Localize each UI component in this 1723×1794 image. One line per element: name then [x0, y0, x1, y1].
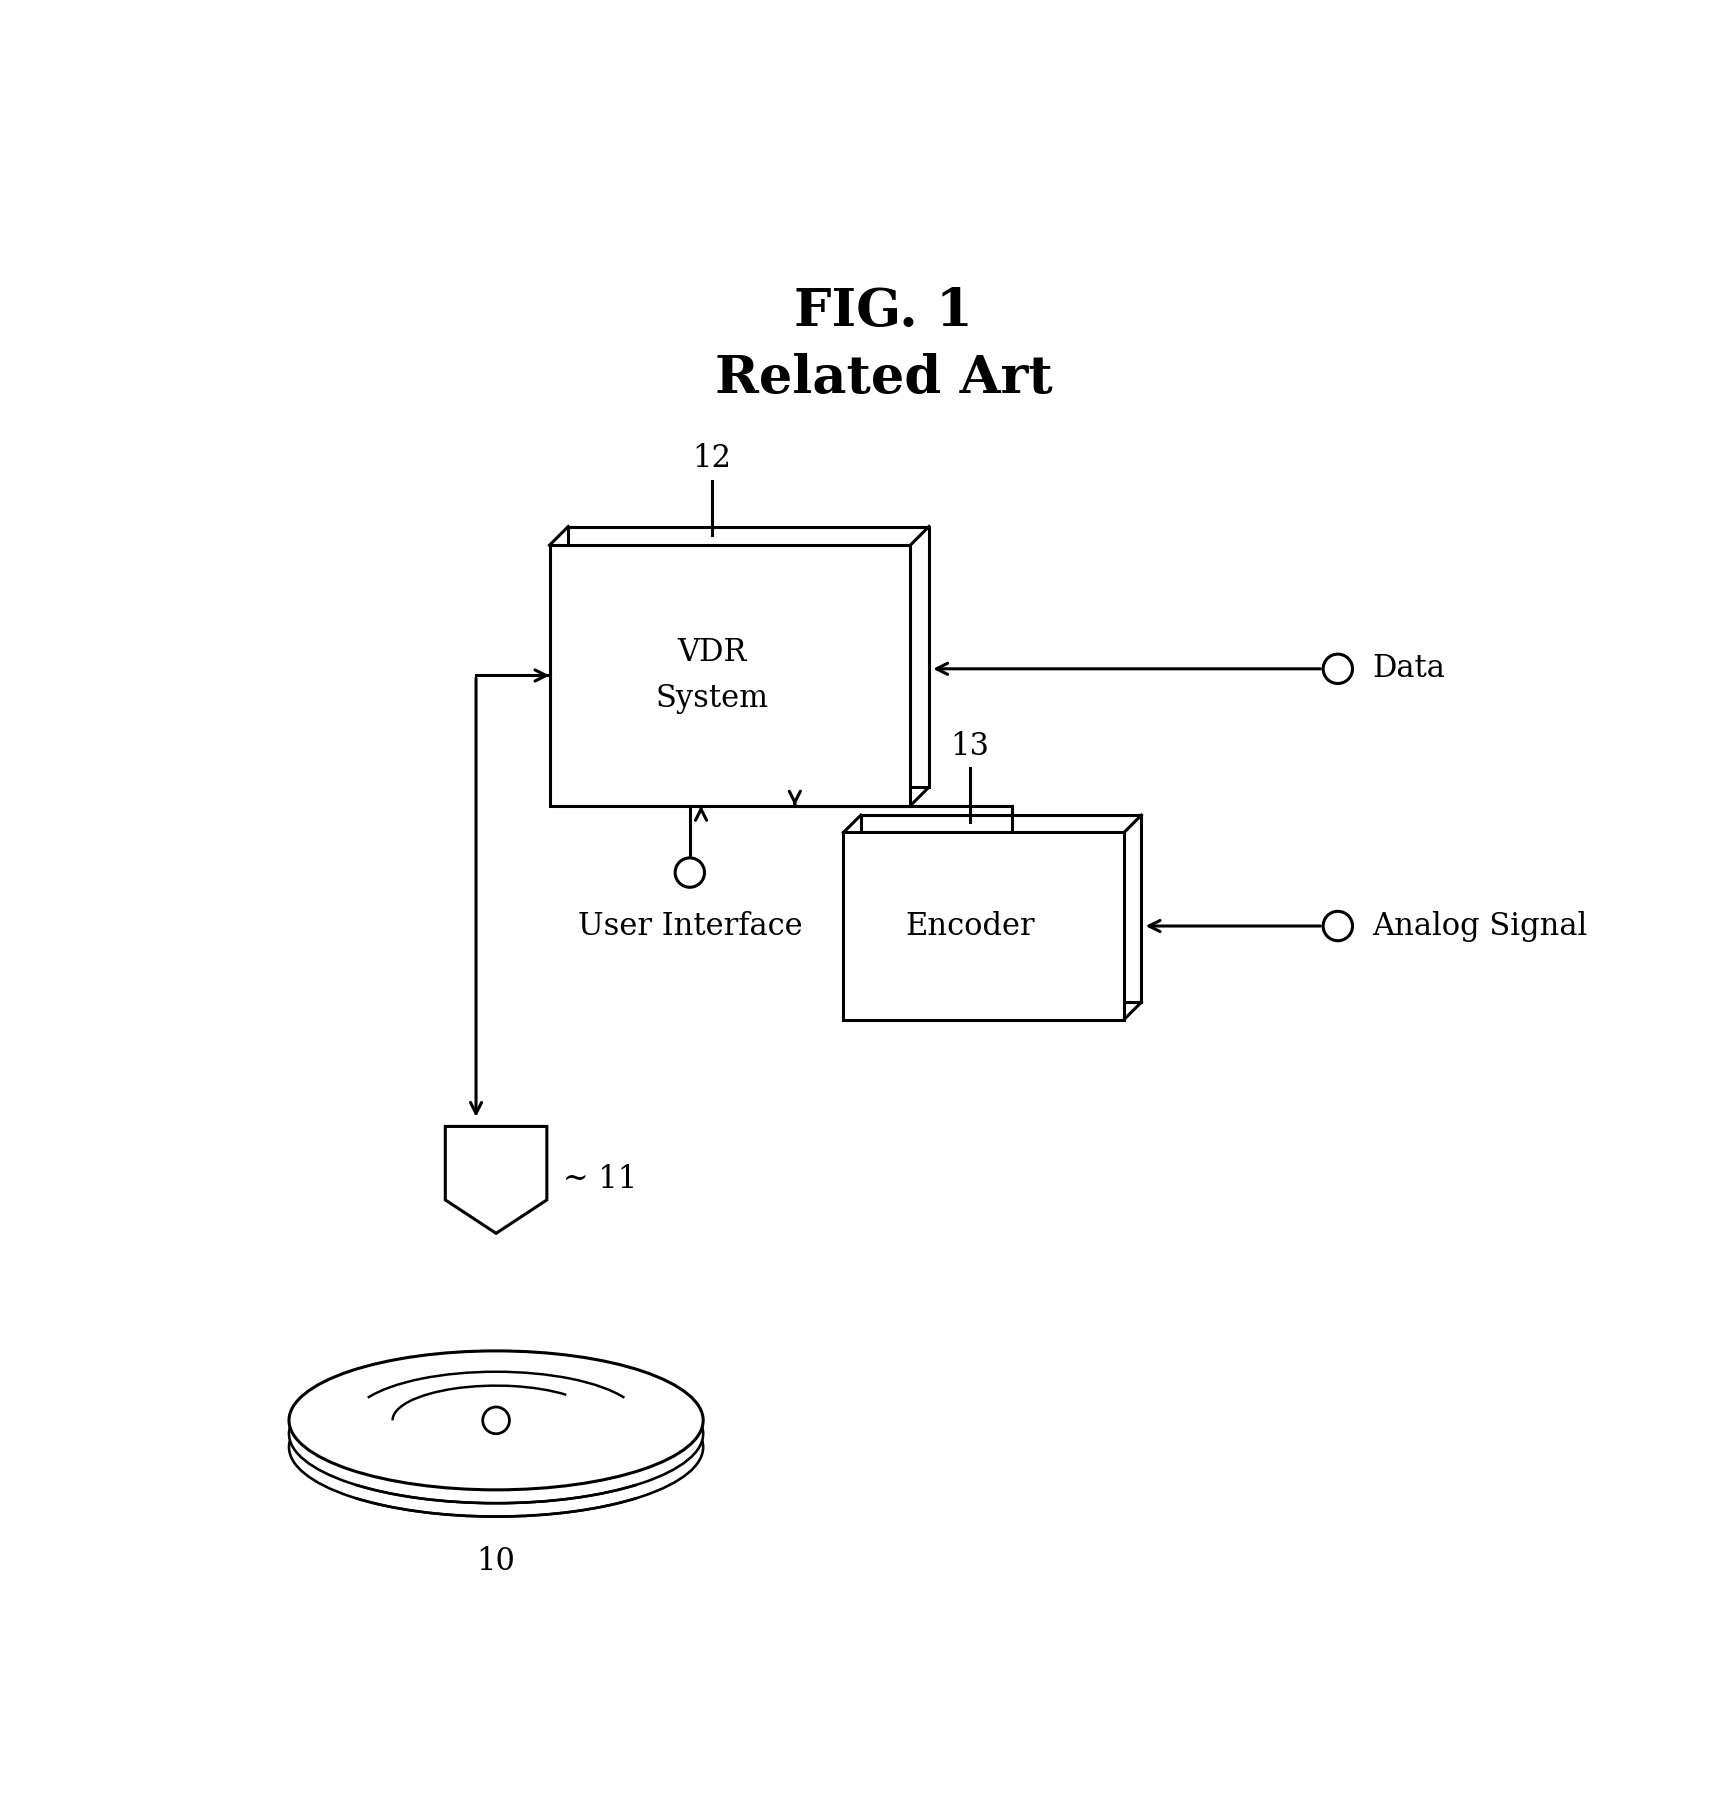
Text: User Interface: User Interface — [577, 911, 801, 942]
Text: ~ 11: ~ 11 — [562, 1164, 638, 1195]
Circle shape — [1322, 655, 1353, 684]
Bar — [569, 526, 929, 788]
Text: Encoder: Encoder — [905, 911, 1034, 942]
Polygon shape — [445, 1127, 546, 1232]
Text: VDR
System: VDR System — [655, 637, 768, 714]
Text: 13: 13 — [949, 730, 989, 762]
Ellipse shape — [289, 1363, 703, 1503]
Text: 10: 10 — [476, 1546, 515, 1577]
Text: FIG. 1: FIG. 1 — [794, 285, 972, 337]
Circle shape — [482, 1406, 510, 1433]
Bar — [843, 832, 1123, 1019]
Text: 12: 12 — [693, 443, 731, 474]
Text: Data: Data — [1372, 653, 1444, 684]
Text: Related Art: Related Art — [715, 353, 1051, 404]
Text: Analog Signal: Analog Signal — [1372, 911, 1587, 942]
Ellipse shape — [289, 1351, 703, 1489]
Circle shape — [1322, 911, 1353, 940]
Bar — [550, 545, 910, 806]
Circle shape — [675, 858, 705, 888]
Bar — [860, 814, 1141, 1003]
Ellipse shape — [289, 1378, 703, 1516]
